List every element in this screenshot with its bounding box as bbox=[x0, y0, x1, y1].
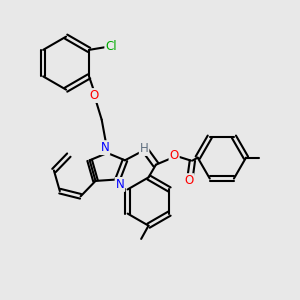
Text: Cl: Cl bbox=[105, 40, 117, 53]
Text: O: O bbox=[90, 89, 99, 102]
Text: H: H bbox=[140, 142, 148, 155]
Text: O: O bbox=[169, 149, 179, 162]
Text: N: N bbox=[116, 178, 124, 191]
Text: O: O bbox=[184, 174, 194, 187]
Text: N: N bbox=[100, 141, 109, 154]
